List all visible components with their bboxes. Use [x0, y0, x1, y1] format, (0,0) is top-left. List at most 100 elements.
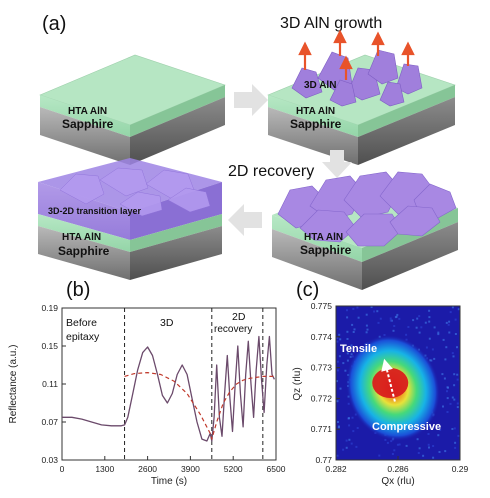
rsm-speckle [353, 328, 356, 331]
rsm-speckle [365, 313, 368, 316]
rsm-speckle [447, 386, 449, 389]
region-epitaxy-label: epitaxy [66, 331, 100, 343]
rsm-speckle [346, 316, 349, 319]
rsm-speckle [350, 442, 353, 445]
rsm-speckle [390, 319, 393, 322]
rsm-speckle [433, 357, 436, 360]
rsm-speckle [438, 451, 441, 453]
rsm-speckle [407, 326, 410, 328]
region-before-label: Before [66, 317, 97, 329]
rsm-speckle [445, 346, 448, 349]
rsm-speckle [342, 345, 345, 347]
rsm-speckle [365, 324, 368, 327]
rsm-speckle [428, 309, 431, 312]
rsm-speckle [338, 333, 341, 336]
rsm-speckle [379, 317, 382, 320]
rsm-speckle [336, 400, 339, 403]
y-tick-label: 0.774 [311, 332, 333, 342]
y-tick-label: 0.771 [311, 424, 333, 434]
rsm-speckle [433, 326, 436, 329]
rsm-speckle [339, 338, 342, 341]
rsm-speckle [391, 453, 394, 455]
rsm-speckle [356, 347, 359, 350]
block-1-layer-2: Sapphire [62, 117, 114, 131]
rsm-speckle [437, 331, 440, 334]
rsm-speckle [427, 443, 430, 446]
rsm-speckle [442, 338, 445, 341]
block-2: 3D AlN HTA AlN Sapphire [267, 29, 456, 165]
envelope-series-line [124, 372, 275, 440]
x-tick-label: 0.286 [387, 464, 409, 474]
rsm-speckle [386, 441, 389, 444]
block-3: HTA AlN Sapphire [272, 171, 458, 290]
rsm-speckle [418, 447, 421, 450]
rsm-speckle [337, 421, 339, 423]
rsm-speckle [416, 317, 419, 320]
rsm-speckle [336, 454, 339, 457]
rsm-speckle [451, 396, 454, 399]
rsm-speckle [336, 337, 339, 339]
rsm-speckle [454, 318, 457, 321]
block-2-layer-2: HTA AlN [296, 106, 335, 117]
rsm-speckle [396, 443, 399, 446]
transition-islands [59, 167, 211, 217]
rsm-speckle [373, 310, 376, 313]
y-tick-label: 0.775 [311, 301, 333, 311]
rsm-speckle [348, 424, 351, 427]
block-1: HTA AlN Sapphire [39, 54, 226, 165]
rsm-speckle [390, 440, 393, 443]
rsm-speckle [427, 433, 430, 435]
rsm-speckle [418, 331, 421, 334]
rsm-speckle [351, 416, 354, 419]
rsm-speckle [453, 398, 456, 401]
rsm-speckle [415, 326, 418, 329]
rsm-speckle [448, 320, 451, 323]
rsm-speckle [442, 405, 444, 408]
rsm-speckle [447, 323, 450, 326]
x-tick-label: 0.282 [325, 464, 347, 474]
block-4-layer-3: Sapphire [58, 244, 110, 258]
rsm-speckle [394, 316, 397, 319]
y-tick-label: 0.07 [41, 417, 58, 427]
growth-arrows-icon [298, 29, 415, 80]
x-tick-label: 2600 [138, 464, 157, 474]
rsm-speckle [424, 321, 427, 324]
rsm-speckle [454, 333, 457, 335]
tensile-label: Tensile [340, 343, 377, 355]
chart-c-ylabel: Qz (rlu) [292, 367, 303, 400]
rsm-speckle [356, 306, 359, 309]
rsm-speckle [398, 317, 401, 320]
rsm-speckle [336, 369, 339, 372]
x-tick-label: 6500 [267, 464, 286, 474]
rsm-speckle [432, 456, 435, 459]
reflectance-chart: 0 1300 2600 3900 5200 6500 0.03 0.07 0.11 0.15 0.1… [8, 303, 286, 487]
x-tick-label: 1300 [95, 464, 114, 474]
rsm-speckle [443, 377, 446, 380]
rsm-speckle [384, 438, 387, 441]
rsm-speckle [377, 321, 380, 324]
panel-a-letter: (a) [42, 13, 66, 35]
rsm-speckle [446, 397, 449, 400]
rsm-speckle [457, 434, 460, 437]
process-arrow-left [228, 204, 262, 236]
compressive-label: Compressive [372, 421, 441, 433]
y-tick-label: 0.77 [315, 455, 332, 465]
rsm-speckle [451, 428, 454, 430]
chart-c-xlabel: Qx (rlu) [381, 476, 414, 487]
rsm-speckle [352, 430, 355, 433]
rsm-speckle [396, 313, 399, 316]
rsm-speckle [429, 427, 432, 429]
x-tick-label: 5200 [224, 464, 243, 474]
y-tick-label: 0.19 [41, 303, 58, 313]
rsm-speckle [405, 444, 408, 447]
rsm-speckle [452, 355, 455, 358]
rsm-speckle [346, 359, 349, 362]
y-tick-label: 0.772 [311, 393, 333, 403]
y-tick-label: 0.15 [41, 341, 58, 351]
rsm-speckle [342, 448, 345, 451]
rsm-speckle [383, 334, 386, 336]
rsm-speckle [451, 352, 454, 355]
process-arrow-right [234, 84, 268, 116]
region-recovery-label: recovery [214, 324, 252, 335]
